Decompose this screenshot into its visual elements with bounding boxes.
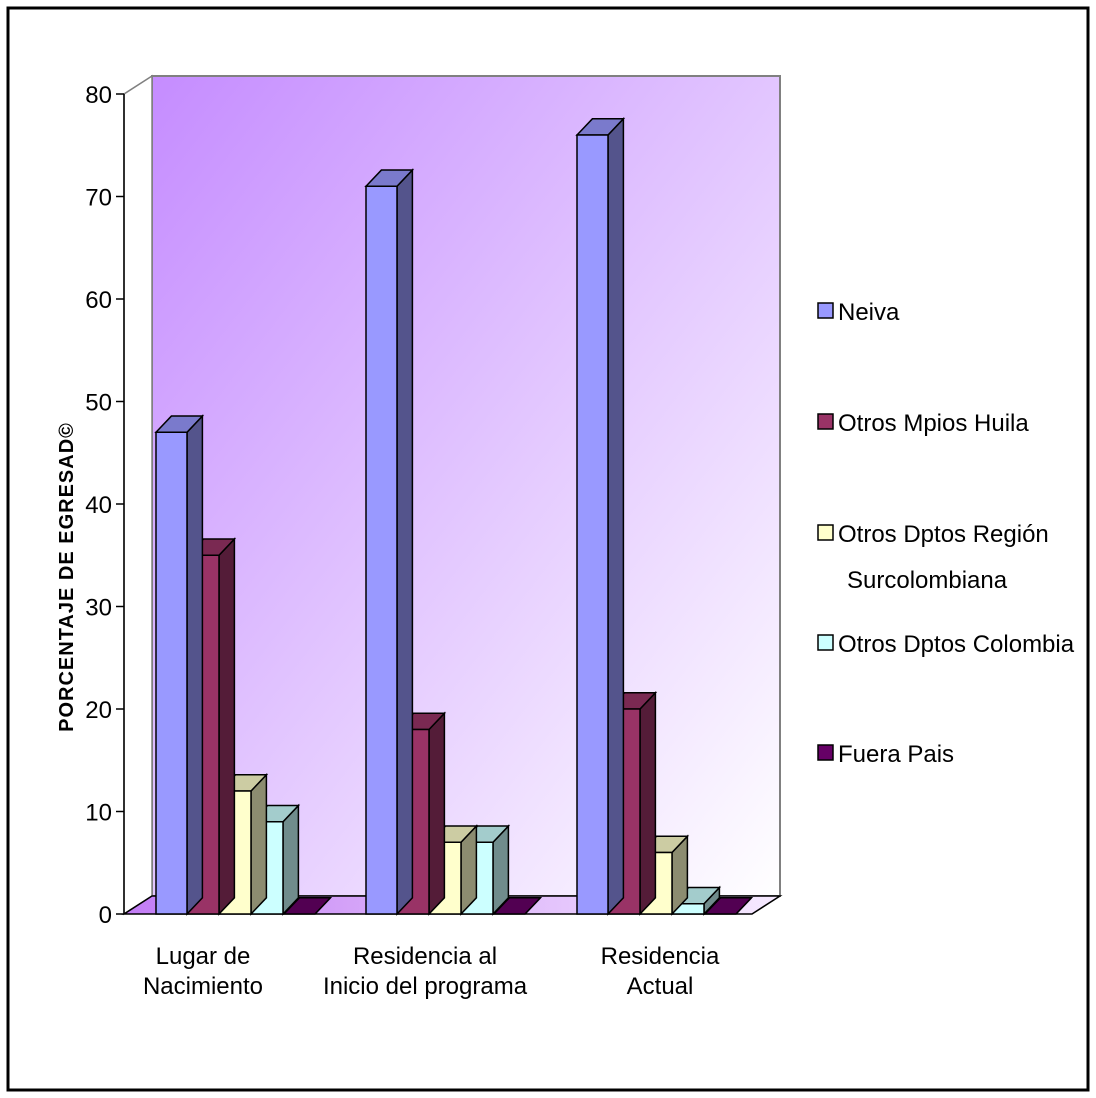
bar-side	[218, 537, 236, 916]
legend-item: Otros Mpios Huila	[817, 410, 1029, 437]
bar	[154, 414, 205, 916]
y-axis: 0 10 20 30 40 50 60 70 80	[85, 82, 125, 929]
x-category-label: Lugar de Nacimiento	[143, 943, 263, 1000]
bar-side	[186, 414, 204, 916]
legend-label: Fuera Pais	[838, 741, 954, 768]
legend-swatch	[817, 524, 834, 541]
bar	[703, 897, 754, 915]
bar-side	[250, 772, 268, 916]
y-axis-label: PORCENTAJE DE EGRESAD©	[56, 422, 78, 732]
bar-front	[155, 431, 188, 915]
bar-side	[396, 168, 414, 916]
y-tick-label: 40	[85, 492, 112, 519]
bar-front	[365, 185, 398, 915]
y-tick-label: 20	[85, 697, 112, 724]
x-category-label: Residencia al Inicio del programa	[323, 943, 528, 1000]
legend-swatch	[817, 302, 834, 319]
bar-side	[607, 116, 625, 916]
y-tick-label: 50	[85, 390, 112, 417]
chart-border	[6, 6, 1090, 1092]
bar-side	[282, 803, 300, 916]
legend-swatch	[817, 634, 834, 651]
legend-swatch	[817, 413, 834, 430]
bar	[575, 116, 626, 916]
legend-label: Otros Mpios Huila	[838, 410, 1029, 437]
y-tick-label: 60	[85, 287, 112, 314]
y-tick-label: 70	[85, 185, 112, 212]
bars-group	[154, 116, 754, 916]
legend-label: Otros Dptos Colombia	[838, 631, 1075, 658]
back-wall	[151, 75, 781, 897]
bar-front	[576, 134, 609, 915]
bar-side	[428, 711, 446, 916]
x-category-label: Residencia Actual	[601, 943, 720, 1000]
legend: Neiva Otros Mpios Huila Otros Dptos Región…	[817, 299, 1075, 768]
bar	[282, 897, 333, 915]
legend-item: Fuera Pais	[817, 741, 954, 768]
y-tick-label: 80	[85, 82, 112, 109]
y-tick-label: 10	[85, 800, 112, 827]
bar-side	[639, 690, 657, 916]
legend-label: Neiva	[838, 299, 900, 326]
legend-label: Otros Dptos Región Surcolombiana	[838, 521, 1049, 594]
bar	[364, 168, 415, 916]
x-axis: Lugar de Nacimiento Residencia al Inicio de…	[143, 943, 720, 1000]
legend-swatch	[817, 744, 834, 761]
side-wall	[123, 74, 153, 916]
legend-item: Neiva	[817, 299, 900, 326]
y-tick-label: 0	[99, 902, 112, 929]
legend-item: Otros Dptos Región Surcolombiana	[817, 521, 1049, 594]
legend-item: Otros Dptos Colombia	[817, 631, 1075, 658]
y-tick-label: 30	[85, 595, 112, 622]
